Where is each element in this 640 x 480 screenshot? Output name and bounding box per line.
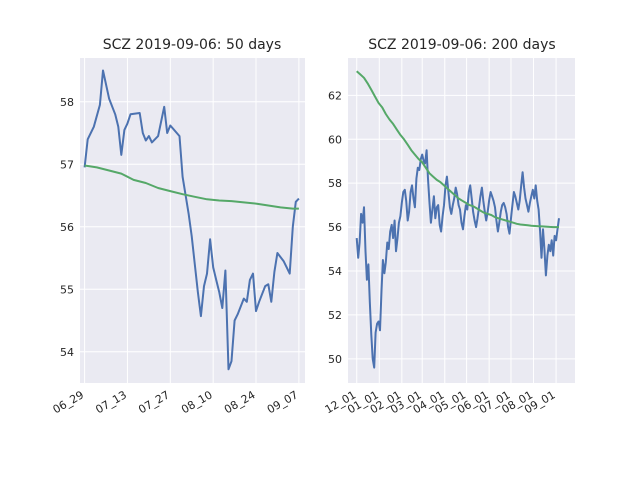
right-chart-title: SCZ 2019-09-06: 200 days bbox=[368, 37, 555, 53]
left-chart-title: SCZ 2019-09-06: 50 days bbox=[103, 37, 282, 53]
left-x-tick-label: 07_27 bbox=[136, 388, 172, 416]
left-y-tick-label: 55 bbox=[60, 283, 74, 296]
right-y-tick-labels: 50 52 54 56 58 60 62 bbox=[328, 89, 342, 366]
left-y-tick-label: 54 bbox=[60, 346, 74, 359]
left-plot-background bbox=[80, 58, 305, 383]
right-y-tick-label: 50 bbox=[328, 353, 342, 366]
left-x-tick-label: 07_13 bbox=[93, 388, 129, 416]
left-x-tick-labels: 06_29 07_13 07_27 08_10 08_24 09_07 bbox=[51, 388, 301, 416]
left-series-0-line bbox=[83, 69, 300, 371]
left-x-tick-label: 06_29 bbox=[51, 388, 87, 416]
left-x-tick-label: 08_10 bbox=[179, 388, 215, 416]
right-y-tick-label: 56 bbox=[328, 221, 342, 234]
right-y-tick-label: 52 bbox=[328, 309, 342, 322]
left-x-tick-label: 09_07 bbox=[265, 388, 301, 416]
right-series-0-line bbox=[355, 149, 560, 369]
right-y-tick-label: 58 bbox=[328, 177, 342, 190]
right-y-tick-label: 60 bbox=[328, 133, 342, 146]
left-y-tick-labels: 54 55 56 57 58 bbox=[60, 96, 74, 359]
left-chart: 54 55 56 57 58 06_29 07_13 07_27 08_10 08_24 09_0… bbox=[51, 37, 305, 416]
left-y-tick-label: 58 bbox=[60, 96, 74, 109]
left-y-tick-label: 57 bbox=[60, 158, 74, 171]
left-series-lines bbox=[83, 69, 300, 371]
right-chart: 50 52 54 56 58 60 62 12_0101_0102_0103_0104_01… bbox=[323, 37, 575, 416]
left-series-1-line bbox=[84, 164, 299, 210]
right-series-1-line bbox=[356, 70, 559, 229]
right-series-lines bbox=[355, 70, 560, 369]
left-y-tick-label: 56 bbox=[60, 221, 74, 234]
right-y-tick-label: 62 bbox=[328, 89, 342, 102]
left-x-tick-label: 08_24 bbox=[222, 388, 258, 416]
right-x-tick-labels: 12_0101_0102_0103_0104_0105_0106_0107_01… bbox=[323, 388, 558, 416]
right-y-tick-label: 54 bbox=[328, 265, 342, 278]
left-grid bbox=[80, 58, 305, 383]
